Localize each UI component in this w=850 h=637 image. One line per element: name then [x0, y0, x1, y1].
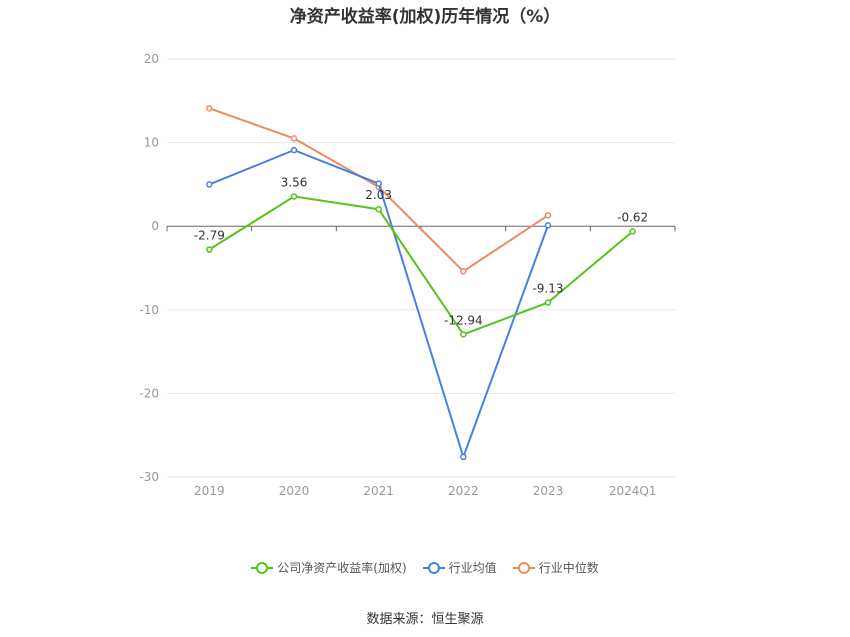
data-point — [544, 212, 552, 219]
data-point — [206, 181, 213, 188]
data-point — [290, 146, 298, 154]
data-label: 2.03 — [365, 188, 392, 202]
series-lines — [206, 105, 636, 461]
x-tick-label: 2024Q1 — [609, 484, 657, 498]
y-tick-label: 10 — [144, 136, 159, 150]
legend-marker-icon — [251, 561, 274, 574]
data-label: -2.79 — [194, 229, 225, 243]
legend-marker-icon — [512, 561, 535, 574]
data-point — [460, 268, 467, 275]
legend-item[interactable]: 行业均值 — [422, 559, 497, 576]
y-tick-label: -30 — [139, 470, 159, 484]
data-point — [629, 228, 636, 235]
legend-item[interactable]: 公司净资产收益率(加权) — [251, 559, 407, 576]
x-tick-label: 2020 — [279, 484, 310, 498]
legend-label: 公司净资产收益率(加权) — [277, 561, 407, 575]
y-tick-label: 20 — [144, 52, 159, 66]
chart-title: 净资产收益率(加权)历年情况（%） — [289, 7, 561, 27]
data-point — [206, 246, 213, 253]
data-point — [206, 105, 213, 112]
legend-marker-icon — [422, 561, 445, 574]
data-label: -9.13 — [532, 282, 563, 296]
data-point — [290, 135, 298, 142]
data-point — [460, 453, 467, 461]
data-label: -0.62 — [617, 210, 648, 224]
data-label: 3.56 — [281, 175, 308, 189]
data-point — [544, 299, 552, 306]
grid-lines — [167, 58, 675, 478]
y-tick-label: -10 — [139, 303, 159, 317]
data-point — [375, 205, 382, 213]
series-line — [208, 195, 634, 336]
x-tick-label: 2022 — [448, 484, 479, 498]
data-point — [290, 193, 298, 200]
y-tick-label: 0 — [151, 219, 159, 233]
source-note: 数据来源：恒生聚源 — [366, 612, 484, 627]
data-point — [460, 331, 467, 338]
legend-label: 行业中位数 — [538, 561, 599, 575]
x-tick-label: 2023 — [533, 484, 564, 498]
data-label: -12.94 — [444, 313, 483, 327]
legend-item[interactable]: 行业中位数 — [512, 559, 599, 576]
axes: 20 10 0 -10 -20 -30 2019 2020 2021 2022 2023 2024Q1 — [139, 52, 676, 498]
y-tick-label: -20 — [139, 386, 159, 400]
x-tick-label: 2019 — [194, 484, 225, 498]
data-labels: -2.79 3.56 2.03 -12.94 -9.13 -0.62 — [194, 175, 648, 327]
legend: 公司净资产收益率(加权) 行业均值 行业中位数 — [0, 559, 850, 576]
legend-label: 行业均值 — [448, 561, 497, 575]
data-point — [544, 222, 552, 229]
x-tick-label: 2021 — [363, 484, 394, 498]
data-point — [375, 180, 382, 187]
